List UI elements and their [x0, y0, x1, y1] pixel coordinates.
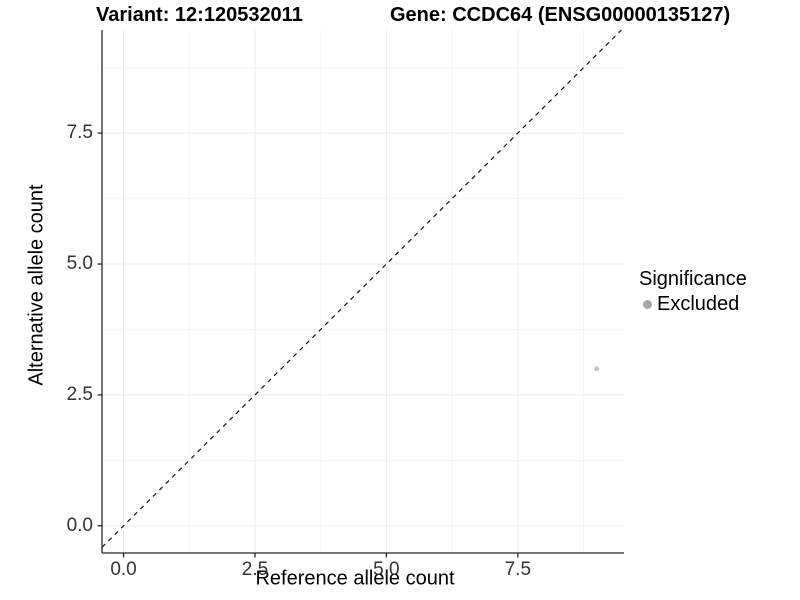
y-tick-label: 5.0 [66, 253, 93, 274]
x-axis-title: Reference allele count [255, 567, 455, 590]
identity-line [101, 29, 622, 548]
x-tick-label: 2.5 [241, 559, 269, 580]
legend: Significance Excluded [639, 268, 747, 316]
x-tick-label: 0.0 [110, 559, 137, 580]
x-tick-label: 7.5 [504, 559, 532, 580]
y-tick-label: 7.5 [66, 122, 93, 144]
x-tick-label: 5.0 [373, 559, 400, 580]
y-tick-label: 0.0 [66, 514, 93, 536]
data-point [594, 366, 600, 372]
variant-title: Variant: 12:120532011 [96, 4, 303, 26]
legend-point-icon [643, 300, 652, 309]
legend-item-label: Excluded [657, 293, 740, 315]
y-tick-label: 2.5 [66, 383, 93, 405]
gene-title: Gene: CCDC64 (ENSG00000135127) [390, 4, 731, 26]
legend-item-excluded: Excluded [639, 293, 747, 316]
legend-title: Significance [639, 268, 747, 290]
y-axis-title: Alternative allele count [25, 184, 48, 386]
